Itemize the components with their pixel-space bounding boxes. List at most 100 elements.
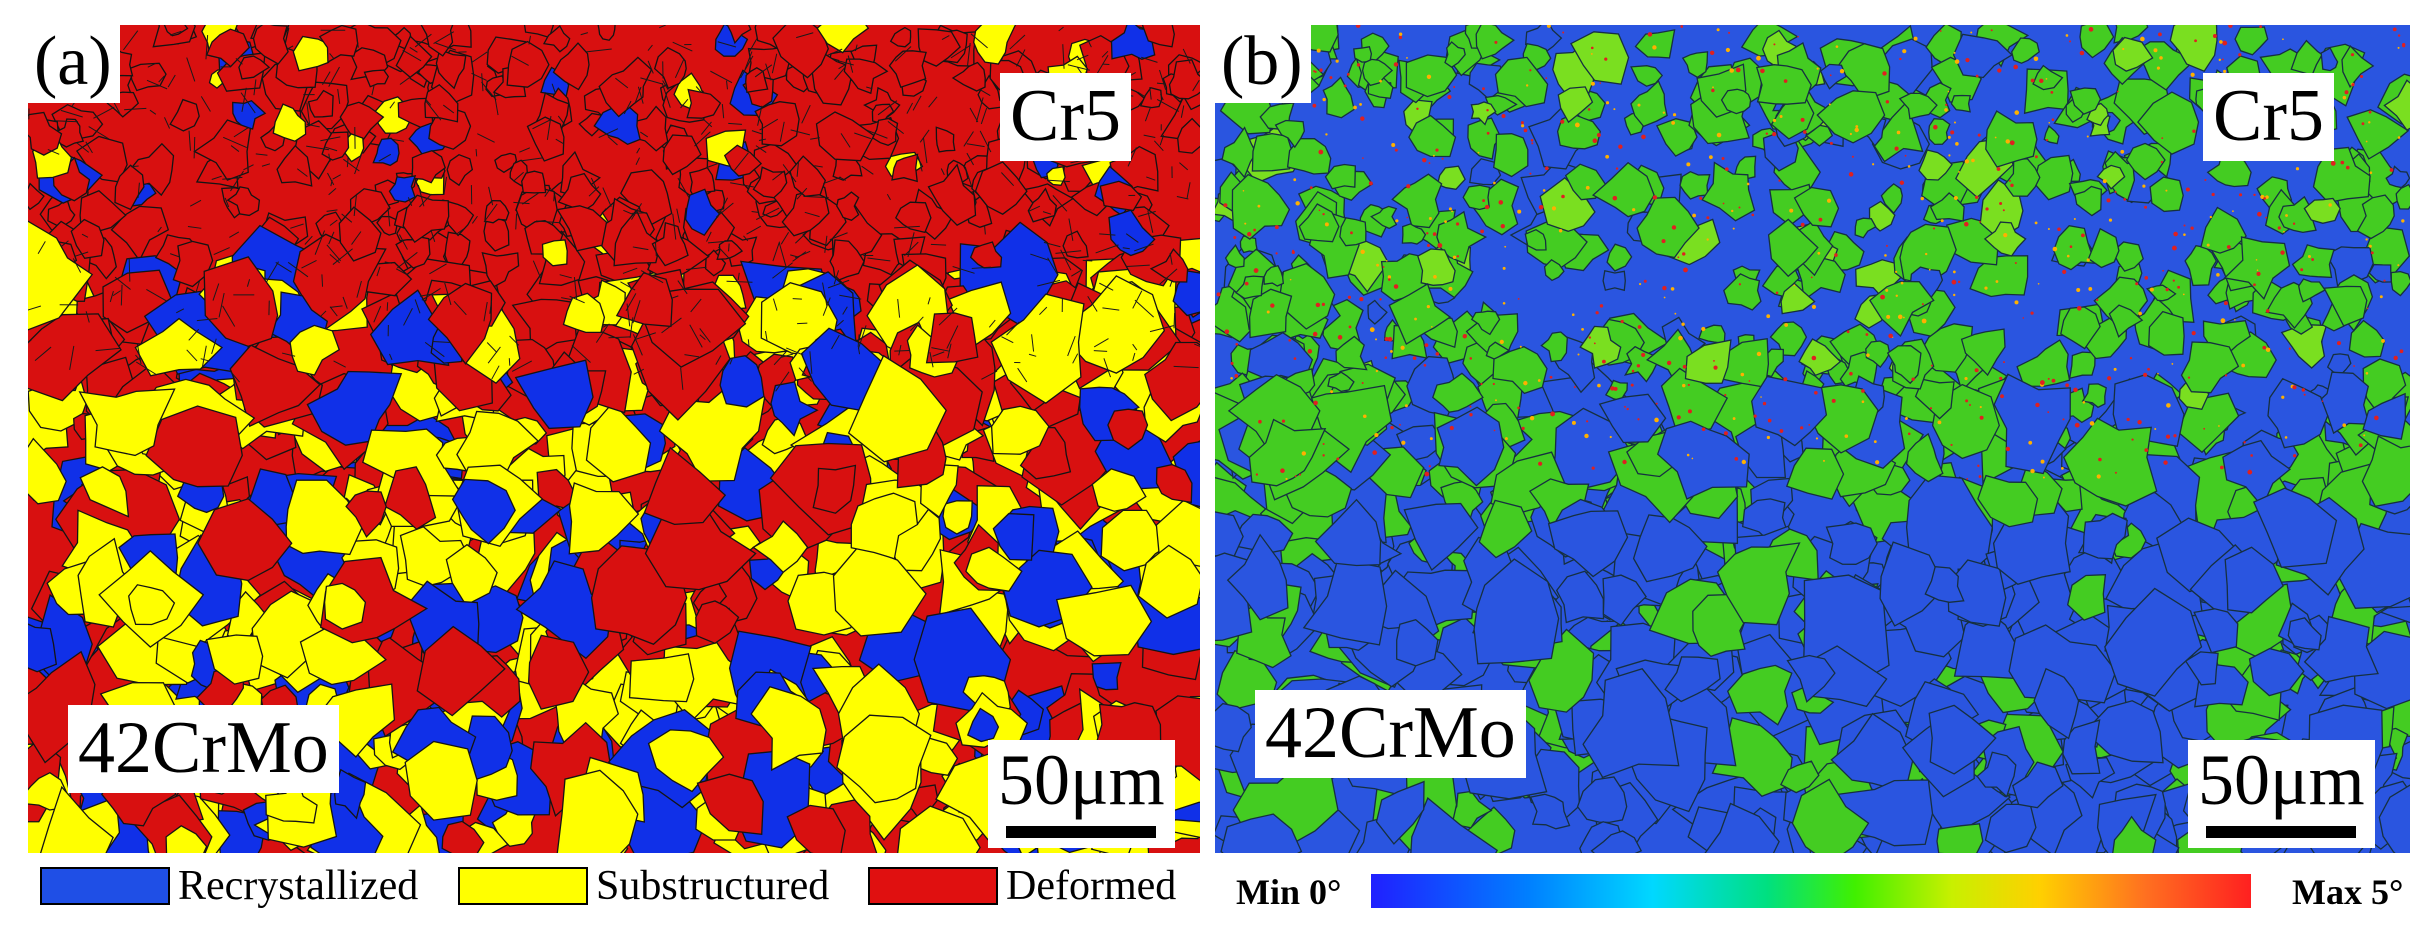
boundary-line: [557, 115, 566, 126]
high-misorientation-spot: [1294, 475, 1297, 478]
high-misorientation-spot: [1498, 200, 1504, 205]
high-misorientation-spot: [2131, 438, 2134, 441]
high-misorientation-spot: [1969, 404, 1972, 407]
high-misorientation-spot: [1928, 268, 1931, 271]
boundary-line: [371, 84, 375, 96]
high-misorientation-spot: [1722, 202, 1725, 205]
high-misorientation-spot: [1426, 74, 1432, 79]
high-misorientation-spot: [1372, 450, 1377, 455]
grain: [521, 170, 547, 194]
high-misorientation-spot: [1321, 302, 1326, 306]
boundary-line: [706, 231, 712, 242]
grain: [1780, 760, 1820, 794]
grain: [894, 201, 932, 234]
boundary-line: [1126, 264, 1150, 268]
boundary-line: [779, 121, 785, 142]
grain: [942, 500, 973, 535]
boundary-line: [907, 232, 915, 258]
high-misorientation-spot: [1424, 343, 1429, 348]
high-misorientation-spot: [2241, 363, 2246, 368]
high-misorientation-spot: [1382, 266, 1385, 268]
boundary-line: [1132, 290, 1143, 309]
high-misorientation-spot: [1551, 206, 1557, 211]
high-misorientation-spot: [1699, 196, 1703, 200]
boundary-line: [532, 260, 542, 279]
high-misorientation-spot: [1560, 119, 1565, 124]
panel-a-scale-line: [1006, 826, 1157, 838]
high-misorientation-spot: [1369, 327, 1375, 333]
grain: [597, 25, 616, 41]
grain: [2053, 224, 2096, 271]
high-misorientation-spot: [1772, 132, 1777, 137]
high-misorientation-spot: [1517, 297, 1520, 300]
boundary-line: [1001, 336, 1014, 344]
grain: [2395, 183, 2410, 210]
high-misorientation-spot: [1325, 133, 1328, 136]
high-misorientation-spot: [2397, 46, 2400, 49]
high-misorientation-spot: [1359, 297, 1364, 302]
grain: [205, 634, 264, 685]
grain: [1816, 90, 1886, 144]
boundary-line: [386, 302, 389, 311]
high-misorientation-spot: [2089, 421, 2095, 426]
grain: [345, 490, 387, 538]
grain: [723, 144, 763, 177]
boundary-line: [223, 136, 247, 148]
boundary-line: [662, 80, 669, 91]
grain: [1235, 275, 1265, 300]
high-misorientation-spot: [1494, 399, 1497, 402]
boundary-line: [631, 203, 642, 220]
high-misorientation-spot: [1529, 416, 1535, 421]
high-misorientation-spot: [1953, 196, 1958, 201]
boundary-line: [1179, 162, 1189, 171]
high-misorientation-spot: [2288, 347, 2291, 350]
boundary-line: [672, 213, 677, 240]
boundary-line: [200, 96, 211, 112]
grain: [2043, 124, 2060, 145]
boundary-line: [689, 324, 703, 348]
boundary-line: [826, 48, 843, 56]
high-misorientation-spot: [1456, 255, 1460, 258]
high-misorientation-spot: [1301, 451, 1307, 456]
high-misorientation-spot: [1984, 286, 1988, 290]
high-misorientation-spot: [1855, 125, 1859, 128]
high-misorientation-spot: [1732, 417, 1736, 420]
boundary-line: [123, 30, 139, 51]
colorbar-min-label: Min 0°: [1236, 872, 1342, 912]
grain: [2341, 44, 2375, 89]
boundary-line: [726, 280, 753, 283]
grain: [1335, 335, 1368, 371]
high-misorientation-spot: [1517, 209, 1522, 214]
grain: [552, 42, 590, 91]
high-misorientation-spot: [2114, 190, 2117, 193]
high-misorientation-spot: [2051, 118, 2055, 121]
high-misorientation-spot: [2262, 345, 2267, 350]
boundary-line: [1072, 353, 1079, 364]
high-misorientation-spot: [2399, 349, 2404, 354]
high-misorientation-spot: [2002, 361, 2005, 364]
high-misorientation-spot: [1899, 180, 1905, 185]
boundary-line: [320, 136, 341, 142]
high-misorientation-spot: [1652, 45, 1657, 50]
boundary-line: [329, 219, 338, 226]
grain: [1681, 51, 1709, 79]
high-misorientation-spot: [1613, 108, 1616, 111]
high-misorientation-spot: [1779, 115, 1783, 119]
boundary-line: [88, 126, 109, 140]
high-misorientation-spot: [1393, 62, 1399, 67]
grain: [238, 55, 271, 80]
grain: [1914, 378, 1955, 420]
high-misorientation-spot: [2344, 90, 2349, 95]
high-misorientation-spot: [1499, 339, 1504, 344]
boundary-line: [275, 262, 292, 273]
grain: [1825, 522, 1878, 565]
high-misorientation-spot: [1831, 398, 1836, 403]
high-misorientation-spot: [1828, 103, 1831, 106]
high-misorientation-spot: [2368, 121, 2371, 124]
high-misorientation-spot: [1637, 103, 1641, 107]
boundary-line: [1134, 243, 1154, 252]
high-misorientation-spot: [1953, 121, 1956, 124]
boundary-line: [409, 46, 418, 53]
boundary-line: [929, 351, 934, 368]
high-misorientation-spot: [1292, 249, 1295, 252]
